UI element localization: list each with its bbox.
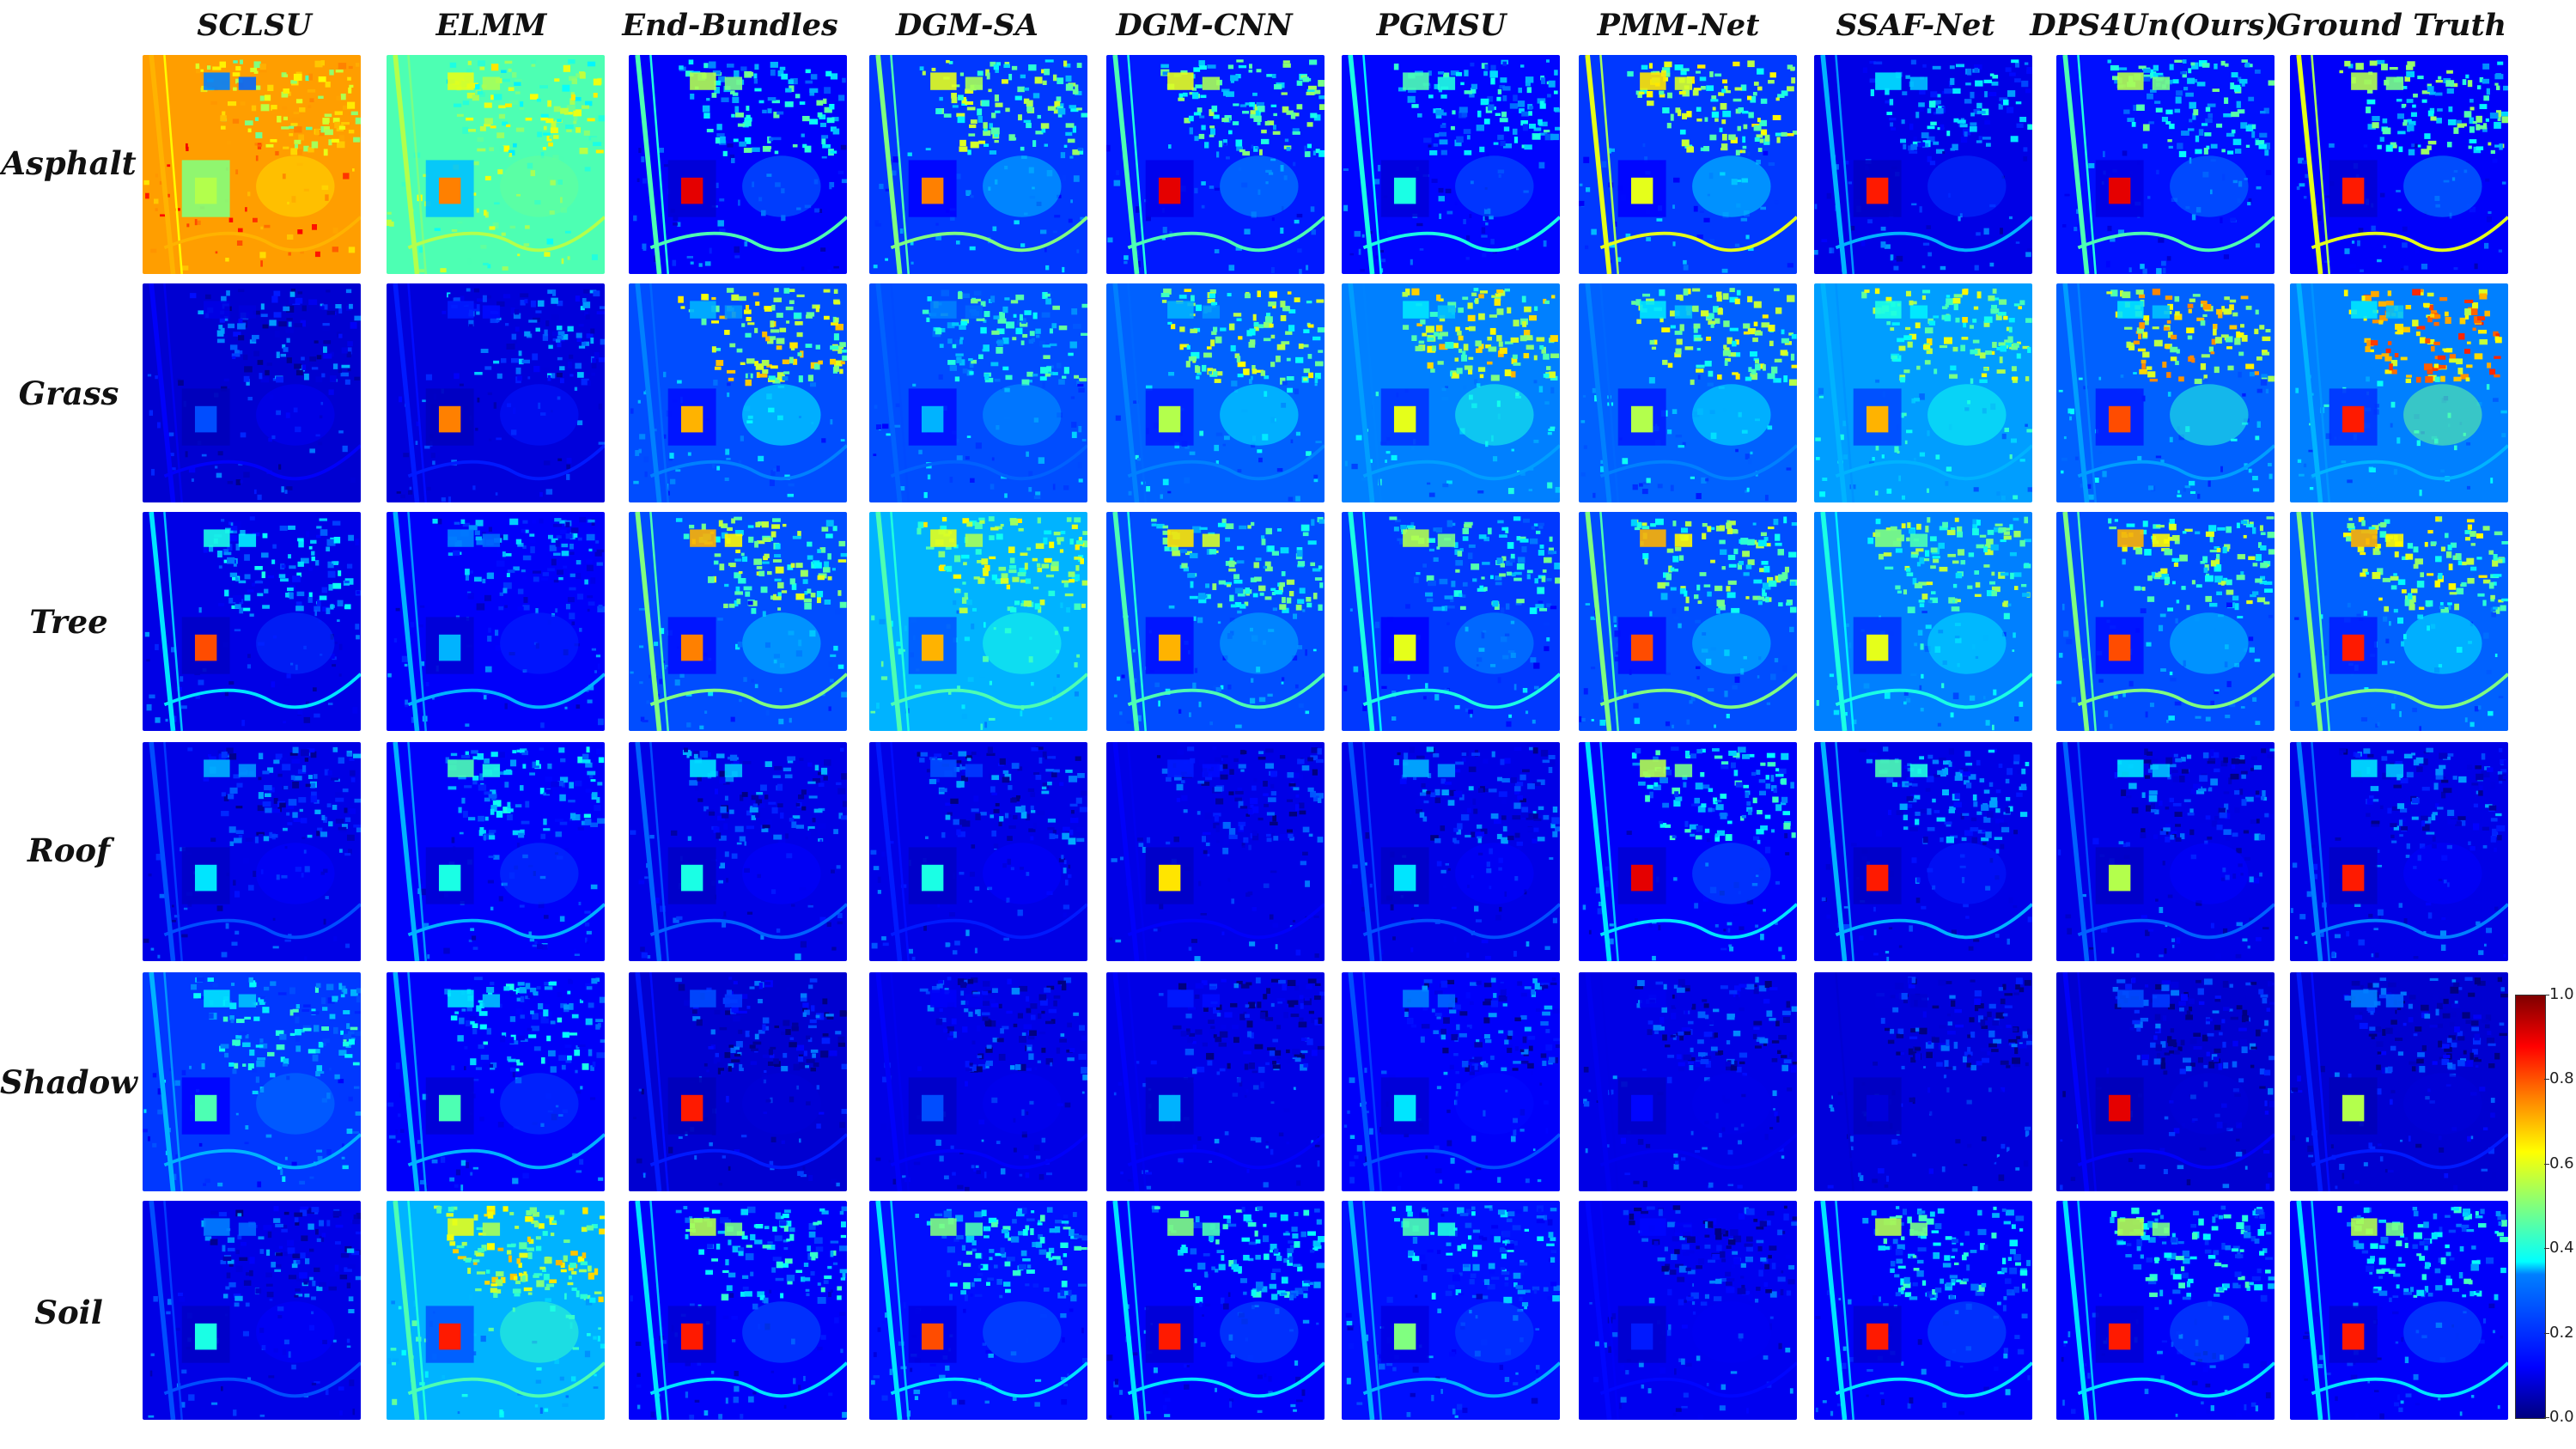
abundance-map-tile bbox=[1106, 1201, 1325, 1420]
abundance-map-tile bbox=[1579, 55, 1797, 274]
abundance-map-tile bbox=[1814, 972, 2032, 1191]
abundance-map-tile bbox=[1106, 512, 1325, 731]
abundance-map-tile bbox=[629, 742, 847, 961]
column-header-dgm-cnn: DGM-CNN bbox=[1116, 7, 1293, 43]
abundance-map-tile bbox=[1579, 742, 1797, 961]
column-header-pgmsu: PGMSU bbox=[1376, 7, 1507, 43]
abundance-map-tile bbox=[1579, 972, 1797, 1191]
abundance-map-tile bbox=[143, 283, 361, 502]
abundance-map-tile bbox=[1579, 1201, 1797, 1420]
abundance-map-tile bbox=[2290, 512, 2508, 731]
abundance-map-tile bbox=[1342, 1201, 1560, 1420]
abundance-map-tile bbox=[387, 1201, 605, 1420]
column-header-end-bundles: End-Bundles bbox=[622, 7, 838, 43]
abundance-map-tile bbox=[2056, 742, 2275, 961]
row-header-roof: Roof bbox=[27, 831, 111, 869]
abundance-map-tile bbox=[2056, 55, 2275, 274]
row-header-asphalt: Asphalt bbox=[1, 143, 137, 182]
abundance-map-tile bbox=[143, 55, 361, 274]
abundance-map-tile bbox=[1579, 283, 1797, 502]
abundance-map-tile bbox=[1106, 283, 1325, 502]
abundance-map-tile bbox=[1814, 55, 2032, 274]
column-header-elmm: ELMM bbox=[435, 7, 547, 43]
abundance-map-tile bbox=[387, 512, 605, 731]
abundance-map-tile bbox=[1342, 742, 1560, 961]
abundance-map-tile bbox=[143, 1201, 361, 1420]
abundance-map-tile bbox=[1579, 512, 1797, 731]
abundance-map-tile bbox=[1814, 1201, 2032, 1420]
colorbar bbox=[2515, 995, 2546, 1419]
abundance-map-tile bbox=[869, 55, 1087, 274]
abundance-map-tile bbox=[629, 283, 847, 502]
colorbar-tick-0-4: 0.4 bbox=[2549, 1239, 2574, 1257]
row-header-shadow: Shadow bbox=[0, 1062, 137, 1101]
abundance-map-tile bbox=[143, 512, 361, 731]
abundance-map-tile bbox=[869, 742, 1087, 961]
abundance-map-tile bbox=[2290, 742, 2508, 961]
abundance-map-tile bbox=[2056, 972, 2275, 1191]
colorbar-tick-1-0: 1.0 bbox=[2549, 985, 2574, 1003]
abundance-map-tile bbox=[1106, 55, 1325, 274]
column-header-sclsu: SCLSU bbox=[197, 7, 312, 43]
column-header-dgm-sa: DGM-SA bbox=[896, 7, 1038, 43]
column-header-ground-truth: Ground Truth bbox=[2275, 7, 2507, 43]
row-header-grass: Grass bbox=[18, 374, 119, 412]
abundance-map-tile bbox=[1814, 283, 2032, 502]
abundance-map-tile bbox=[143, 972, 361, 1191]
abundance-map-tile bbox=[1342, 972, 1560, 1191]
abundance-map-tile bbox=[1814, 512, 2032, 731]
abundance-map-tile bbox=[1342, 283, 1560, 502]
colorbar-tick-0-8: 0.8 bbox=[2549, 1069, 2574, 1087]
abundance-map-tile bbox=[1342, 55, 1560, 274]
abundance-map-tile bbox=[2290, 283, 2508, 502]
abundance-map-tile bbox=[387, 283, 605, 502]
abundance-map-tile bbox=[869, 283, 1087, 502]
abundance-map-tile bbox=[1814, 742, 2032, 961]
abundance-map-tile bbox=[869, 512, 1087, 731]
colorbar-tick-0-0: 0.0 bbox=[2549, 1408, 2574, 1426]
column-header-ssaf-net: SSAF-Net bbox=[1836, 7, 1995, 43]
colorbar-tick-0-2: 0.2 bbox=[2549, 1324, 2574, 1342]
column-header-pmm-net: PMM-Net bbox=[1597, 7, 1760, 43]
abundance-map-tile bbox=[629, 512, 847, 731]
abundance-map-tile bbox=[629, 55, 847, 274]
abundance-map-tile bbox=[387, 742, 605, 961]
abundance-map-tile bbox=[143, 742, 361, 961]
abundance-map-tile bbox=[2290, 972, 2508, 1191]
colorbar-tick-0-6: 0.6 bbox=[2549, 1154, 2574, 1172]
row-header-tree: Tree bbox=[29, 602, 108, 641]
abundance-map-tile bbox=[1342, 512, 1560, 731]
abundance-map-tile bbox=[387, 972, 605, 1191]
abundance-map-tile bbox=[387, 55, 605, 274]
abundance-map-tile bbox=[629, 1201, 847, 1420]
abundance-map-tile bbox=[629, 972, 847, 1191]
row-header-soil: Soil bbox=[34, 1293, 103, 1331]
abundance-map-tile bbox=[2290, 55, 2508, 274]
abundance-map-tile bbox=[2056, 512, 2275, 731]
abundance-map-tile bbox=[1106, 972, 1325, 1191]
abundance-map-tile bbox=[869, 972, 1087, 1191]
abundance-map-tile bbox=[869, 1201, 1087, 1420]
abundance-map-tile bbox=[2056, 283, 2275, 502]
abundance-map-tile bbox=[1106, 742, 1325, 961]
abundance-map-tile bbox=[2056, 1201, 2275, 1420]
column-header-dps4un: DPS4Un(Ours) bbox=[2030, 7, 2279, 43]
abundance-map-tile bbox=[2290, 1201, 2508, 1420]
